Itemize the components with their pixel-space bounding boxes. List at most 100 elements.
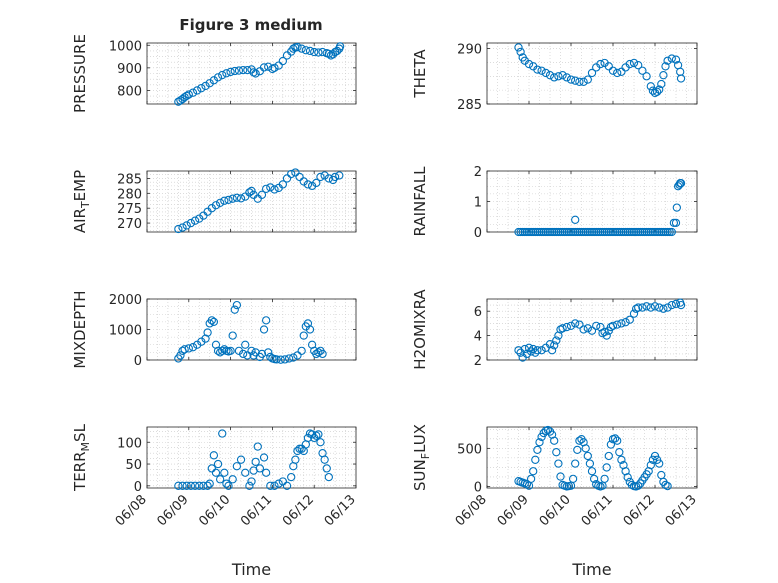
data-point — [205, 479, 214, 488]
data-point — [634, 481, 643, 490]
data-point — [259, 63, 269, 72]
y-tick-label: 2 — [474, 354, 482, 369]
data-point — [293, 446, 302, 456]
data-point — [671, 55, 681, 64]
data-point — [178, 481, 187, 490]
data-point — [190, 481, 200, 490]
data-point — [243, 351, 252, 360]
y-axis-label-subscript: T — [79, 201, 92, 209]
data-point — [291, 168, 300, 177]
data-point — [543, 227, 553, 237]
data-point — [579, 227, 588, 237]
data-point — [514, 43, 523, 52]
data-point — [610, 434, 620, 443]
y-tick-label: 290 — [457, 43, 482, 58]
data-point — [301, 46, 310, 55]
figure-title: Figure 3 medium — [179, 16, 322, 34]
data-point — [602, 227, 611, 237]
data-point — [241, 192, 250, 201]
data-point — [228, 194, 237, 203]
grid — [147, 427, 356, 488]
data-point — [518, 227, 527, 237]
data-point — [648, 227, 658, 237]
y-tick-label: 270 — [117, 217, 142, 232]
data-point — [644, 227, 653, 237]
data-point — [188, 88, 198, 97]
data-point — [533, 445, 542, 455]
data-point — [642, 72, 651, 81]
data-point — [571, 215, 580, 224]
data-point — [226, 346, 235, 355]
data-series — [174, 429, 333, 490]
data-point — [293, 42, 302, 52]
data-point — [571, 76, 580, 85]
data-point — [220, 196, 229, 205]
data-point — [220, 468, 229, 477]
data-point — [587, 467, 597, 476]
data-point — [629, 309, 639, 318]
data-point — [215, 198, 225, 207]
data-point — [571, 319, 580, 328]
data-point — [621, 318, 630, 327]
y-tick-label: 0 — [134, 480, 142, 495]
data-point — [203, 481, 212, 490]
data-point — [627, 227, 637, 237]
data-point — [598, 227, 607, 237]
data-point — [211, 201, 221, 210]
data-point — [218, 70, 227, 80]
data-point — [615, 448, 624, 457]
data-point — [659, 304, 668, 313]
y-tick-label: 0 — [134, 354, 142, 369]
data-point — [320, 455, 329, 464]
data-point — [659, 71, 668, 80]
data-point — [190, 216, 200, 225]
data-point — [197, 84, 206, 93]
data-point — [195, 214, 204, 223]
y-axis-label-main: AIR — [71, 208, 89, 233]
y-axis-label-subscript: F — [419, 453, 432, 459]
data-point — [560, 227, 569, 237]
y-axis-label-tail: EMP — [71, 170, 89, 201]
x-tick-label: 06/11 — [238, 492, 275, 529]
data-point — [215, 475, 225, 484]
data-point — [270, 63, 279, 73]
data-point — [205, 79, 214, 88]
data-point — [307, 181, 317, 191]
data-point — [579, 325, 588, 334]
data-point — [581, 444, 590, 453]
data-point — [314, 48, 323, 57]
data-point — [533, 65, 542, 74]
x-axis-label: Time — [571, 560, 611, 579]
data-point — [522, 227, 532, 237]
data-point — [646, 303, 655, 312]
data-point — [526, 347, 536, 356]
data-point — [545, 227, 555, 237]
data-point — [526, 474, 536, 483]
data-point — [232, 193, 242, 202]
data-point — [270, 185, 279, 194]
data-point — [602, 331, 611, 340]
data-point — [322, 464, 331, 473]
x-tick-label: 06/09 — [495, 492, 532, 529]
data-point — [247, 186, 256, 196]
y-axis-label: TERRMSL — [71, 423, 92, 492]
data-point — [297, 44, 306, 53]
data-point — [241, 468, 250, 477]
data-point — [174, 97, 183, 106]
data-point — [238, 349, 248, 359]
y-tick-label: 800 — [117, 84, 142, 99]
grid — [147, 299, 356, 360]
data-point — [552, 227, 561, 237]
data-point — [655, 303, 664, 312]
data-point — [176, 351, 185, 360]
data-series — [514, 43, 686, 98]
data-point — [293, 351, 302, 360]
data-point — [529, 227, 538, 237]
data-point — [550, 341, 559, 350]
data-point — [230, 305, 239, 314]
data-point — [320, 171, 329, 180]
data-point — [178, 223, 187, 232]
data-point — [524, 59, 534, 69]
data-point — [604, 62, 613, 71]
